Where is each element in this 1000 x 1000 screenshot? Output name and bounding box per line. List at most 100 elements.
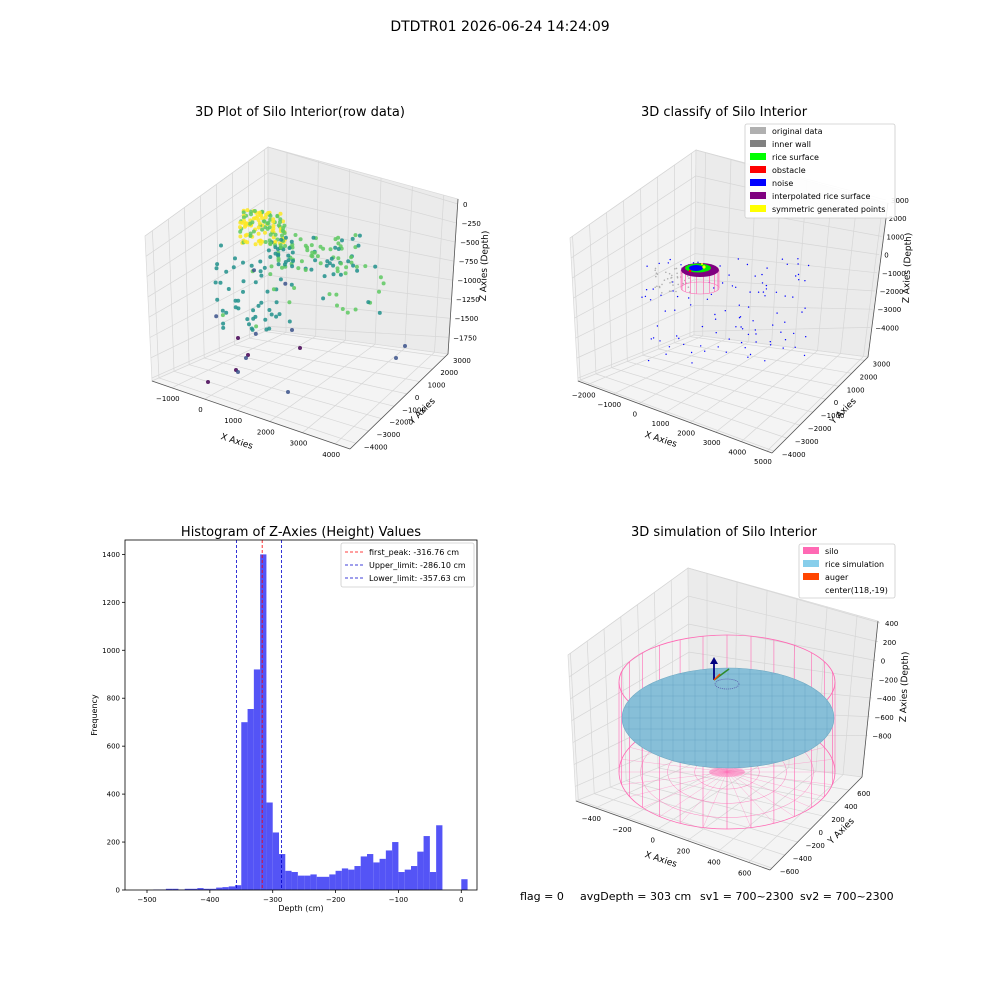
- raw3d-point: [309, 267, 314, 272]
- hist-x-tick-label: −300: [263, 896, 282, 904]
- cls3d-ygrid: [589, 224, 597, 374]
- cls3d-ygrid: [627, 361, 813, 413]
- raw3d-point: [353, 245, 358, 250]
- hist-x-tick-label: −200: [326, 896, 345, 904]
- raw3d-point: [377, 310, 382, 315]
- raw3d-point: [268, 255, 273, 259]
- cls3d-zgrid: [695, 201, 882, 237]
- silo-bottom-spoke: [702, 771, 728, 828]
- cls3d-ygrid: [674, 342, 852, 374]
- raw3d-point: [226, 287, 231, 291]
- classify3d-noise-point: [715, 332, 717, 334]
- sim3d-x-tick-label: −200: [612, 826, 631, 834]
- hist-title: Histogram of Z-Axies (Height) Values: [181, 525, 421, 540]
- cls3d-ygrid: [580, 379, 775, 452]
- classify3d-original-point: [656, 285, 658, 288]
- cls3d-zgrid: [572, 201, 696, 279]
- raw3d-point: [263, 215, 268, 220]
- panel-simulation-3d: 3D simulation of Silo Interior −400 −200 0…: [567, 525, 911, 877]
- classify3d-legend-swatch: [750, 140, 766, 147]
- classify3d-noise-point: [747, 356, 749, 358]
- classify3d-z-axis: [867, 202, 889, 358]
- hist-bar: [329, 874, 336, 890]
- cls3d-y-tick-label: −3000: [795, 438, 819, 446]
- hist-bar: [228, 886, 235, 890]
- raw3d-point: [311, 235, 316, 240]
- classify3d-legend-swatch: [750, 153, 766, 160]
- cls3d-z-tick-label: −2000: [880, 288, 904, 296]
- cls3d-ygrid: [658, 348, 839, 387]
- raw3d-point: [274, 314, 279, 319]
- raw3d-point: [354, 264, 359, 269]
- raw3d-y-axis: [349, 353, 449, 450]
- raw3d-point: [271, 219, 276, 224]
- raw3d-point: [233, 305, 238, 310]
- raw3d-y-tick-label: −4000: [364, 443, 388, 451]
- classify3d-noise-point: [762, 291, 765, 293]
- sim3d-legend-label: rice simulation: [825, 560, 884, 569]
- classify3d-x-label: X Axies: [643, 430, 678, 450]
- raw3d-point: [241, 260, 245, 265]
- classify3d-original-point: [655, 275, 657, 278]
- raw3d-point: [256, 218, 261, 222]
- classify3d-noise-point: [793, 332, 795, 335]
- classify3d-noise-point: [731, 285, 734, 287]
- silo-bottom-spoke: [659, 771, 728, 817]
- sim3d-zgrid: [688, 623, 876, 661]
- classify3d-original-point: [689, 291, 691, 293]
- raw3d-xgrid: [269, 343, 376, 422]
- classify3d-noise-point: [672, 290, 674, 292]
- classify3d-noise-point: [772, 324, 774, 326]
- cls3d-zgrid: [576, 305, 695, 359]
- classify3d-noise-point: [776, 312, 778, 314]
- raw3d-point: [268, 217, 273, 222]
- sim3d-z-tick-label: −600: [875, 714, 894, 722]
- sim3d-ygrid: [603, 628, 611, 788]
- classify3d-noise-point: [769, 344, 772, 346]
- raw3d-point: [233, 298, 238, 303]
- classify3d-legend-label: original data: [772, 127, 823, 136]
- raw3d-ygrid: [249, 337, 433, 370]
- raw3d-ygrid: [189, 364, 382, 419]
- raw3d-point: [241, 279, 246, 284]
- hist-bars: [153, 554, 468, 890]
- cls3d-z-tick-label: 3000: [891, 197, 909, 205]
- classify3d-noise-point: [647, 359, 650, 362]
- hist-x-tick-label: 0: [459, 896, 463, 904]
- sim3d-legend-label: center(118,-19): [825, 586, 888, 595]
- raw3d-y-tick-label: −3000: [377, 431, 401, 439]
- classify3d-noise-point: [667, 262, 669, 264]
- cls3d-y-tick-label: 3000: [873, 360, 891, 368]
- raw3d-point: [243, 233, 248, 238]
- hist-bar: [266, 802, 273, 890]
- raw3d-point: [251, 216, 256, 221]
- raw3d-x-tick-label: 4000: [322, 451, 340, 459]
- classify3d-noise-point: [737, 258, 739, 260]
- raw3d-point: [254, 324, 259, 329]
- raw3d-x-tick-label: 1000: [224, 417, 242, 425]
- raw3d-point: [283, 244, 288, 248]
- sim3d-y-tick-label: 600: [857, 790, 870, 798]
- cls3d-zgrid: [569, 149, 697, 239]
- raw3d-point: [315, 254, 320, 259]
- raw3d-zgrid: [144, 146, 269, 237]
- raw3d-point: [280, 233, 284, 238]
- raw3d-point: [265, 289, 270, 294]
- hist-bar: [379, 858, 386, 890]
- cls3d-z-tick-label: −1000: [882, 270, 906, 278]
- classify3d-noise-point: [669, 258, 671, 261]
- raw3d-point: [273, 251, 278, 256]
- classify3d-noise-point: [739, 316, 742, 318]
- raw3d-point: [286, 253, 291, 258]
- raw3d-point: [310, 250, 315, 255]
- classify3d-noise-point: [660, 294, 662, 296]
- classify3d-noise-point: [688, 297, 690, 299]
- silo-bottom-spoke: [726, 759, 833, 773]
- raw3d-point: [275, 214, 280, 219]
- hist-y-ticks: 0 200 400 600 800 1000 1200 1400: [102, 551, 125, 895]
- raw3d-point: [238, 234, 243, 239]
- hist-legend-items: first_peak: -316.76 cm Upper_limit: -286.…: [345, 548, 466, 583]
- classify3d-noise-point: [738, 304, 740, 306]
- raw3d-point: [286, 258, 291, 263]
- raw3d-point: [322, 274, 327, 279]
